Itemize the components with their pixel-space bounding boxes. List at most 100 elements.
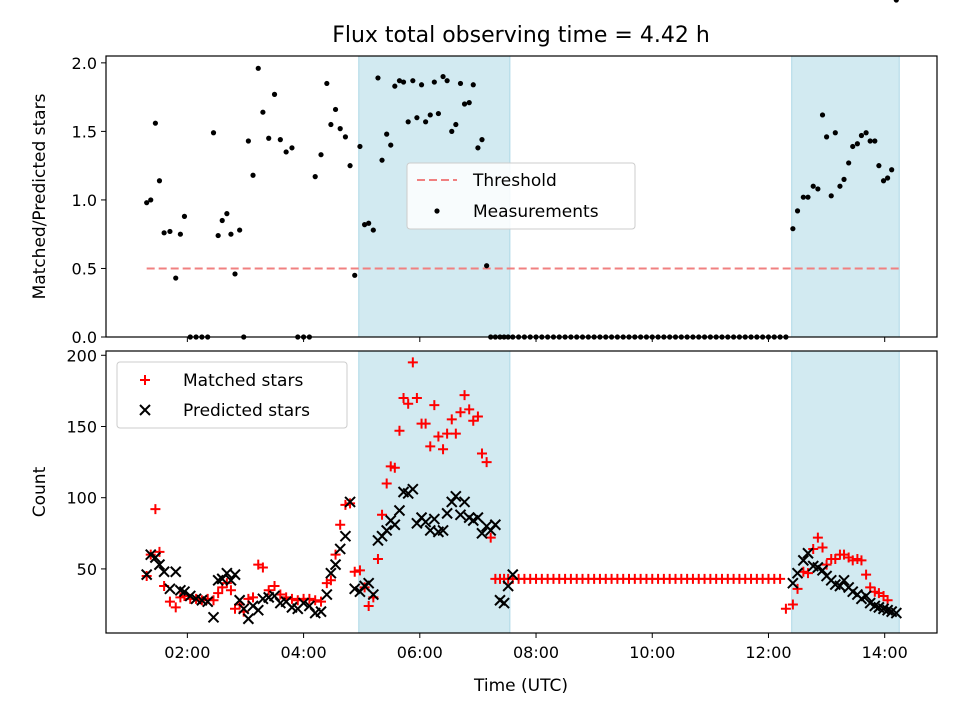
bottom-matched-stars-point (403, 398, 414, 409)
top-measurements-point (832, 130, 838, 136)
top-measurements-point (893, 0, 899, 3)
top-measurements-point (418, 82, 425, 88)
bottom-predicted-stars-point (149, 551, 162, 564)
top-measurements-point (366, 220, 372, 226)
top-measurements-point (484, 263, 490, 269)
top-measurements-point (384, 131, 390, 137)
x-tick-label: 06:00 (397, 643, 443, 662)
bottom-matched-stars-point (269, 581, 280, 591)
top-measurements-point (479, 137, 485, 143)
bottom-predicted-stars-point (184, 590, 196, 602)
top-measurements-point (361, 222, 368, 228)
top-measurements-point (228, 231, 234, 237)
top-measurements-point (400, 79, 407, 85)
bottom-predicted-stars-point (797, 554, 810, 567)
bottom-matched-stars-point (310, 595, 321, 606)
top-y-tick-label: 1.5 (72, 122, 97, 141)
bottom-matched-stars-point (213, 588, 224, 599)
bottom-predicted-stars-point (380, 524, 393, 537)
bottom-matched-stars-point (340, 499, 351, 510)
top-measurements-point (466, 100, 472, 106)
top-measurements-point (342, 134, 349, 140)
bottom-predicted-stars-point (201, 595, 214, 608)
top-measurements-point (815, 186, 821, 192)
top-measurements-point (232, 271, 238, 277)
bottom-predicted-stars-point (153, 558, 166, 571)
bottom-predicted-stars-point (367, 588, 380, 601)
legend-measurements-label: Measurements (473, 202, 599, 222)
top-measurements-point (435, 110, 441, 117)
bottom-predicted-stars-point (325, 567, 337, 579)
top-measurements-point (461, 101, 468, 107)
bottom-matched-stars-point (389, 462, 400, 473)
bottom-matched-stars-point (472, 411, 483, 422)
bottom-y-axis-label: Count (30, 466, 50, 517)
bottom-matched-stars-point (821, 559, 832, 570)
top-y-tick-label: 0.5 (72, 259, 97, 278)
top-measurements-point (470, 82, 476, 88)
top-measurements-point (283, 149, 289, 155)
bottom-matched-stars-point (464, 404, 475, 415)
top-measurements-point (152, 120, 158, 126)
bottom-matched-stars-point (330, 549, 341, 560)
bottom-matched-stars-point (398, 393, 409, 403)
legend-measurements-swatch (434, 208, 440, 214)
bottom-predicted-stars-point (834, 580, 846, 592)
bottom-matched-stars-point (817, 542, 828, 553)
bottom-predicted-stars-point (472, 511, 484, 524)
bottom-predicted-stars-point (315, 605, 327, 618)
top-measurements-point (392, 83, 398, 89)
bottom-matched-stars-point (802, 568, 813, 579)
top-measurements-point (872, 138, 878, 144)
bottom-predicted-stars-point (838, 574, 850, 587)
top-measurements-point (889, 167, 895, 173)
top-measurements-point (810, 183, 816, 189)
legend-predicted-label: Predicted stars (183, 401, 310, 421)
bottom-predicted-stars-point (890, 607, 903, 619)
top-measurements-point (260, 109, 266, 115)
bottom-matched-stars-point (861, 569, 872, 580)
top-measurements-point (245, 138, 251, 144)
top-measurements-point (177, 231, 183, 237)
top-measurements-point (312, 174, 318, 180)
top-measurements-point (863, 130, 869, 136)
top-measurements-point (337, 126, 343, 132)
bottom-matched-stars-point (420, 418, 431, 429)
bottom-predicted-stars-point (454, 509, 467, 521)
bottom-matched-stars-point (354, 565, 365, 576)
bottom-y-tick-label: 150 (66, 417, 97, 436)
top-measurements-point (224, 211, 230, 217)
bottom-matched-stars-point (381, 478, 392, 489)
bottom-matched-stars-point (363, 600, 374, 611)
top-measurements-point (790, 226, 796, 232)
x-tick-label: 14:00 (862, 643, 908, 662)
top-measurements-point (347, 163, 353, 169)
legend-predicted-swatch (139, 404, 151, 416)
bottom-predicted-stars-point (297, 597, 310, 609)
top-measurements-point (210, 130, 217, 136)
bottom-predicted-stars-point (787, 577, 799, 589)
legend-threshold-label: Threshold (472, 171, 557, 191)
bottom-predicted-stars-point (507, 568, 519, 581)
bottom-matched-stars-point (225, 585, 236, 596)
bottom-axes-frame (105, 350, 938, 634)
bottom-y-tick-label: 200 (66, 346, 97, 365)
top-measurements-point (444, 78, 450, 84)
top-measurements-point (858, 132, 865, 139)
bottom-matched-stars-point (257, 562, 268, 573)
bottom-matched-stars-point (345, 498, 356, 509)
bottom-predicted-stars-point (334, 543, 346, 555)
top-measurements-point (850, 143, 856, 150)
bottom-predicted-stars-point (791, 567, 804, 579)
bottom-matched-stars-point (775, 573, 786, 584)
bottom-legend-box (116, 361, 348, 429)
bottom-predicted-stars-point (225, 574, 237, 587)
bottom-predicted-stars-point (489, 519, 502, 531)
bottom-highlight-span-0 (358, 350, 511, 634)
top-measurements-point (375, 75, 381, 81)
top-measurements-point (800, 194, 806, 200)
bottom-matched-stars-point (325, 575, 336, 586)
top-measurements-point (885, 175, 891, 181)
bottom-predicted-stars-point (437, 524, 449, 537)
bottom-predicted-stars-point (389, 519, 401, 531)
